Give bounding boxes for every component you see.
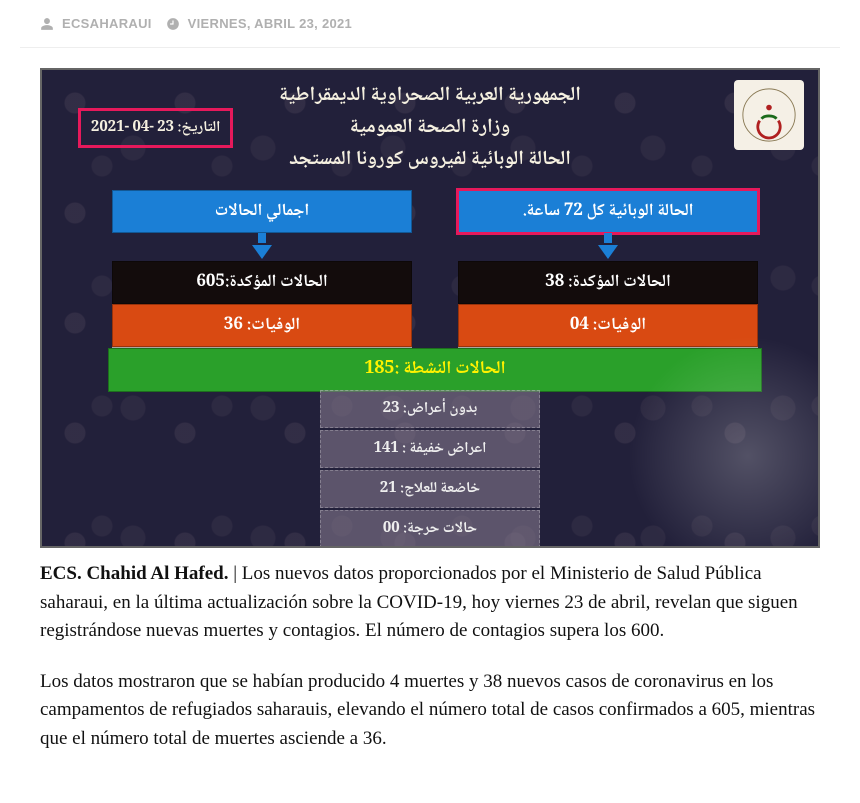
arrow-down-icon xyxy=(598,245,618,259)
article-meta: ECSAHARAUI VIERNES, ABRIL 23, 2021 xyxy=(20,10,840,48)
report-date-box: التاريخ: 23 -04 -2021 xyxy=(78,108,233,148)
breakdown-stack: بدون أعراض: 23 اعراض خفيفة : 141 خاضعة ل… xyxy=(320,390,540,548)
arrow-stem xyxy=(258,233,266,243)
critical-cases: حالات حرجة: 00 xyxy=(320,510,540,548)
screen-glare xyxy=(618,326,820,548)
mild-symptoms: اعراض خفيفة : 141 xyxy=(320,430,540,468)
covid-infographic: الجمهورية العربية الصحراوية الديمقراطية … xyxy=(40,68,820,548)
totals-title: اجمالي الحالات xyxy=(112,190,412,233)
total-deaths: الوفيات: 36 xyxy=(112,304,412,347)
arrow-stem xyxy=(604,233,612,243)
interval-confirmed: الحالات المؤكدة: 38 xyxy=(458,261,758,304)
interval-title: الحالة الوبائية كل 72 ساعة. xyxy=(458,190,758,233)
author-icon xyxy=(40,17,54,31)
under-treatment: خاضعة للعلاج: 21 xyxy=(320,470,540,508)
header-line-3: الحالة الوبائية لفيروس كورونا المستجد xyxy=(42,144,818,176)
article-paragraph-1: ECS. Chahid Al Hafed. | Los nuevos datos… xyxy=(40,560,820,646)
arrow-down-icon xyxy=(252,245,272,259)
article-paragraph-2: Los datos mostraron que se habían produc… xyxy=(40,668,820,754)
author-name[interactable]: ECSAHARAUI xyxy=(62,16,152,31)
total-confirmed: الحالات المؤكدة:605 xyxy=(112,261,412,304)
article-body: ECS. Chahid Al Hafed. | Los nuevos datos… xyxy=(40,560,820,753)
clock-icon xyxy=(166,17,180,31)
publish-date[interactable]: VIERNES, ABRIL 23, 2021 xyxy=(188,16,352,31)
lead-tag: ECS. Chahid Al Hafed. xyxy=(40,563,228,584)
asymptomatic: بدون أعراض: 23 xyxy=(320,390,540,428)
